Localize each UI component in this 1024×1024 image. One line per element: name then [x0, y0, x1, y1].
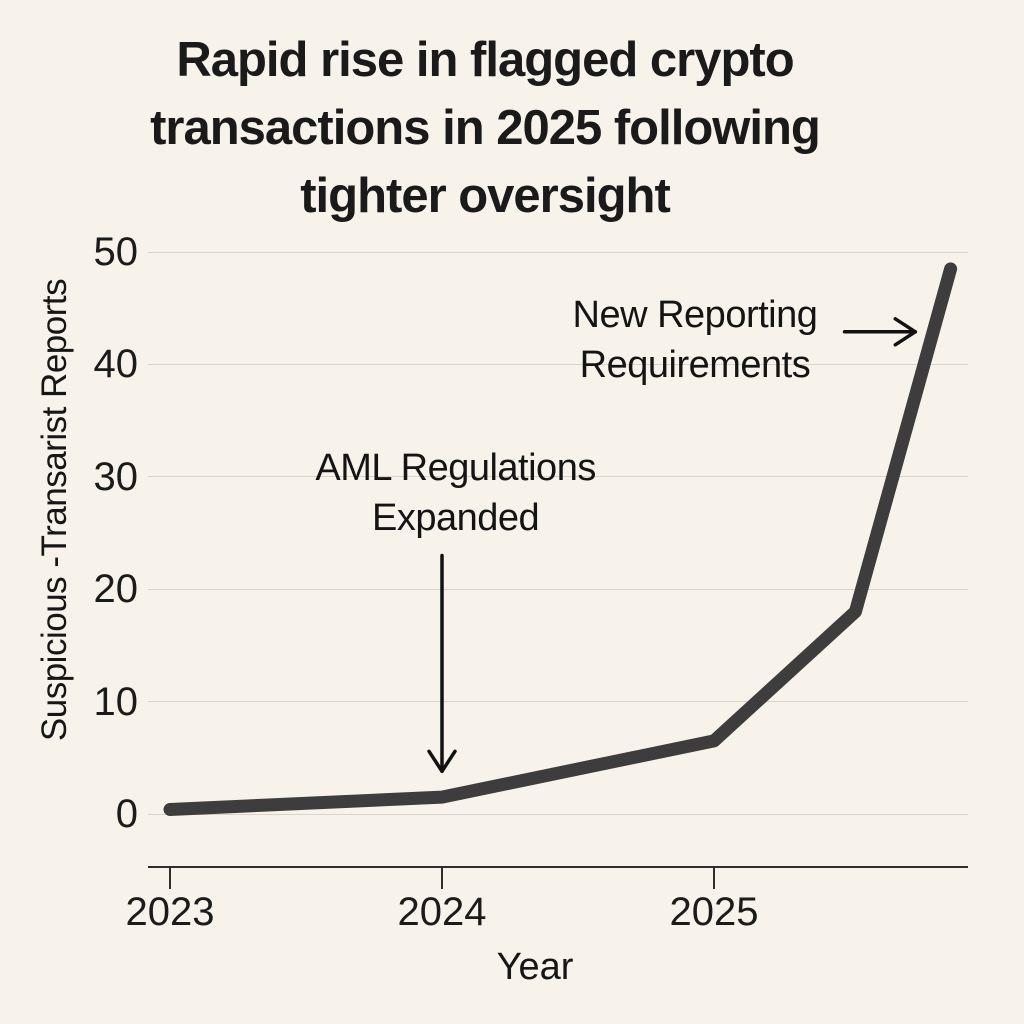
gridline-y-20	[148, 588, 968, 590]
x-tick-label: 2025	[669, 890, 759, 934]
gridline-y-10	[148, 701, 968, 703]
chart-title: Rapid rise in flagged crypto transaction…	[55, 26, 915, 230]
y-tick-label: 10	[93, 679, 139, 724]
gridline-y-40	[148, 363, 968, 365]
annotation-aml-regulations: AML Regulations Expanded	[315, 443, 596, 543]
annotation-line: Requirements	[579, 343, 811, 386]
x-tick	[713, 868, 715, 889]
y-tick-label: 0	[115, 792, 138, 836]
y-tick-label: 50	[93, 230, 139, 274]
x-tick-label: 2024	[397, 890, 487, 934]
down-arrowhead-icon	[427, 749, 457, 774]
x-tick	[169, 868, 171, 889]
y-tick-label: 40	[93, 342, 139, 387]
x-tick-label: 2023	[125, 890, 215, 934]
gridline-y-50	[148, 251, 968, 253]
y-tick-label: 20	[93, 567, 139, 612]
chart-title-line-2: transactions in 2025 following	[150, 101, 821, 155]
right-arrowhead-icon	[893, 317, 918, 347]
x-axis-line	[148, 866, 968, 868]
annotation-new-reporting: New Reporting Requirements	[573, 290, 818, 390]
annotation-line: New Reporting	[572, 293, 818, 336]
x-axis-title: Year	[496, 946, 574, 988]
y-tick-label: 30	[93, 454, 139, 499]
annotation-line: AML Regulations	[315, 446, 596, 489]
x-tick	[441, 868, 443, 889]
gridline-y-0	[148, 813, 968, 815]
chart-title-line-1: Rapid rise in flagged crypto	[176, 33, 794, 87]
annotation-line: Expanded	[372, 496, 540, 539]
chart-title-line-3: tighter oversight	[300, 169, 671, 223]
